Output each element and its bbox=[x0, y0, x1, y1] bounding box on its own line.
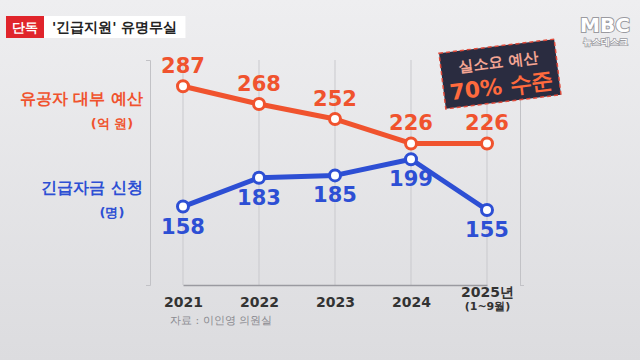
tick: 2024 bbox=[392, 285, 431, 310]
source: 자료 : 이인영 의원실 bbox=[170, 314, 272, 327]
tick-mark bbox=[146, 60, 150, 61]
series-name: 긴급자금 신청 bbox=[41, 178, 143, 197]
marker bbox=[330, 170, 341, 181]
logo: MBC bbox=[580, 13, 630, 37]
tick-label: 2024 bbox=[392, 294, 431, 310]
data-label: 287 bbox=[161, 54, 205, 78]
data-label: 155 bbox=[465, 218, 509, 242]
tick-label: 2025년(1~9월) bbox=[461, 284, 514, 313]
tick bbox=[146, 60, 150, 61]
grid-line bbox=[183, 60, 184, 285]
tick bbox=[520, 285, 524, 286]
marker bbox=[482, 138, 493, 149]
marker bbox=[330, 114, 341, 125]
axis-label: (억 원) bbox=[91, 116, 133, 131]
tick-mark bbox=[146, 285, 150, 286]
marker bbox=[406, 138, 417, 149]
series-line bbox=[183, 86, 487, 143]
y-axis bbox=[146, 61, 151, 286]
marker bbox=[178, 201, 189, 212]
tick: 2023 bbox=[316, 285, 355, 310]
data-label: 268 bbox=[237, 72, 281, 96]
marker bbox=[254, 99, 265, 110]
tick: 2022 bbox=[240, 285, 279, 310]
series-line bbox=[183, 159, 487, 210]
data-label: 226 bbox=[389, 111, 433, 135]
data-label: 185 bbox=[313, 183, 357, 207]
background bbox=[0, 0, 640, 360]
data-label: 183 bbox=[237, 186, 281, 210]
grid bbox=[183, 60, 487, 285]
tick bbox=[146, 285, 150, 286]
chart-root: 단독'긴급지원' 유명무실MBC뉴스데스크2021202220232024202… bbox=[0, 0, 640, 360]
tick-label: 2021 bbox=[164, 294, 203, 310]
x-axis: 2021 2022 2023 2024 2025년(1~9월) bbox=[164, 284, 514, 313]
chart-svg: 단독'긴급지원' 유명무실MBC뉴스데스크2021202220232024202… bbox=[0, 0, 640, 360]
series-name: 유공자 대부 예산 bbox=[20, 89, 143, 108]
marker bbox=[482, 205, 493, 216]
annotation: 70% 수준 bbox=[448, 68, 555, 106]
data-label: 158 bbox=[161, 215, 205, 239]
marker bbox=[406, 154, 417, 165]
marker bbox=[254, 172, 265, 183]
callout-box bbox=[439, 39, 561, 109]
title-box bbox=[44, 16, 185, 38]
logo-program: 뉴스데스크 bbox=[583, 37, 628, 47]
tick-label: 2022 bbox=[240, 294, 279, 310]
axis-label: (명) bbox=[100, 205, 125, 220]
badge-text: 단독 bbox=[12, 20, 38, 35]
tick: 2021 bbox=[164, 285, 203, 310]
axis-line bbox=[146, 61, 151, 286]
tick: 2025년(1~9월) bbox=[461, 284, 514, 313]
data-label: 226 bbox=[465, 111, 509, 135]
data-label: 252 bbox=[313, 87, 357, 111]
title: '긴급지원' 유명무실 bbox=[52, 19, 177, 35]
callout: 실소요 예산70% 수준 bbox=[439, 39, 561, 109]
data-label: 199 bbox=[389, 167, 433, 191]
tick-label: 2023 bbox=[316, 294, 355, 310]
marker bbox=[178, 81, 189, 92]
badge-box bbox=[6, 16, 44, 38]
tick-mark bbox=[520, 285, 524, 286]
axis-line bbox=[184, 285, 488, 287]
